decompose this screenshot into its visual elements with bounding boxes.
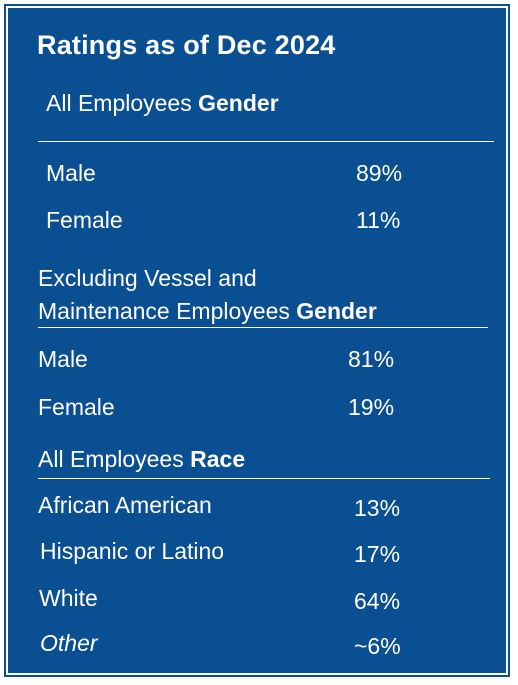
row-value-hispanic-latino: 17% bbox=[354, 541, 401, 567]
section-divider bbox=[38, 141, 494, 142]
row-value-male: 81% bbox=[348, 346, 395, 372]
row-value-other: ~6% bbox=[354, 633, 401, 659]
section-heading-all-gender: All Employees Gender bbox=[46, 88, 279, 118]
row-label-male: Male bbox=[38, 346, 88, 372]
row-value-female: 19% bbox=[348, 394, 395, 420]
row-label-female: Female bbox=[38, 394, 115, 420]
section-divider bbox=[38, 478, 490, 479]
heading-prefix: All Employees bbox=[38, 446, 191, 472]
heading-prefix: All Employees bbox=[46, 90, 199, 116]
heading-bold: Gender bbox=[198, 90, 279, 116]
heading-bold: Gender bbox=[296, 298, 377, 324]
row-label-african-american: African American bbox=[38, 492, 212, 518]
heading-prefix: Maintenance Employees bbox=[38, 298, 297, 324]
row-value-white: 64% bbox=[354, 588, 401, 614]
row-label-male: Male bbox=[46, 160, 96, 186]
section-divider bbox=[38, 327, 488, 328]
row-value-african-american: 13% bbox=[354, 495, 401, 521]
section-heading-all-race: All Employees Race bbox=[38, 444, 245, 474]
row-label-hispanic-latino: Hispanic or Latino bbox=[40, 538, 225, 564]
row-value-female: 11% bbox=[356, 207, 401, 233]
row-label-white: White bbox=[39, 585, 98, 611]
panel-title: Ratings as of Dec 2024 bbox=[37, 30, 336, 60]
ratings-panel: Ratings as of Dec 2024 All Employees Gen… bbox=[4, 4, 510, 677]
row-label-other: Other bbox=[40, 630, 98, 656]
heading-bold: Race bbox=[190, 446, 246, 472]
section-heading-excluding-line1: Excluding Vessel and bbox=[38, 265, 257, 291]
row-label-female: Female bbox=[46, 207, 123, 233]
row-value-male: 89% bbox=[356, 160, 403, 186]
section-heading-excluding-line2: Maintenance Employees Gender bbox=[38, 296, 377, 326]
